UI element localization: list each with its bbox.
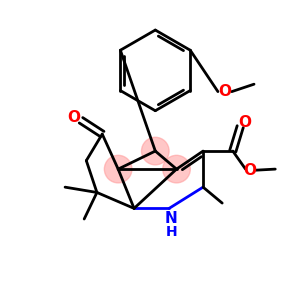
Text: O: O bbox=[67, 110, 80, 124]
Circle shape bbox=[142, 137, 169, 165]
Text: N: N bbox=[165, 212, 178, 226]
Text: O: O bbox=[238, 115, 251, 130]
Circle shape bbox=[163, 155, 190, 183]
Text: O: O bbox=[218, 84, 231, 99]
Text: H: H bbox=[165, 225, 177, 239]
Circle shape bbox=[104, 155, 132, 183]
Text: O: O bbox=[243, 163, 256, 178]
